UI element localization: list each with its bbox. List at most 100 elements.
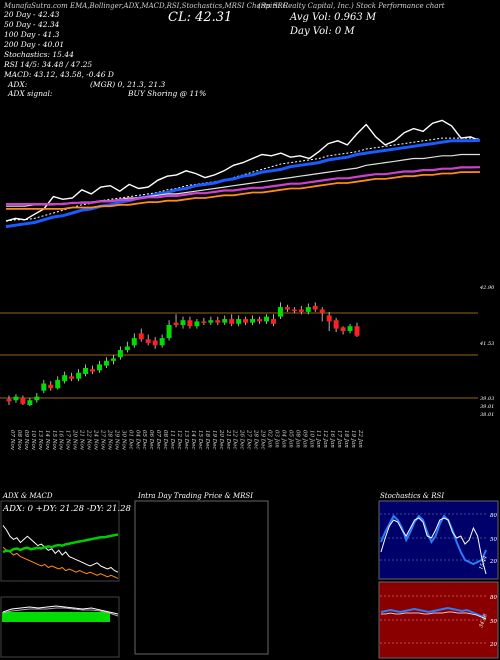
- date-tick-0: 07 Nov: [9, 430, 15, 451]
- candle-body-30: [215, 320, 221, 323]
- date-tick-16: 30 Nov: [120, 430, 126, 451]
- date-tick-43: 10 Jan: [308, 430, 314, 448]
- ema-line-20-day: [5, 137, 481, 222]
- date-tick-33: 26 Dec: [239, 429, 245, 450]
- date-tick-48: 18 Jan: [343, 430, 349, 448]
- candle-body-1: [13, 396, 19, 401]
- date-tick-15: 29 Nov: [113, 429, 119, 451]
- macd-line: [2, 605, 119, 615]
- level-label-3: 39.01: [480, 404, 494, 410]
- candle-body-2: [20, 397, 26, 404]
- date-tick-13: 27 Nov: [99, 429, 105, 451]
- date-tick-42: 09 Jan: [301, 430, 307, 448]
- date-tick-18: 04 Dec: [134, 430, 140, 450]
- candle-body-24: [173, 322, 179, 326]
- candle-body-48: [340, 327, 346, 331]
- date-tick-32: 22 Dec: [232, 429, 238, 450]
- stoch-value-label: 15.44: [478, 555, 489, 571]
- mrsi-panel: [378, 581, 499, 659]
- date-tick-27: 15 Dec: [197, 430, 203, 450]
- mrsi-tick-2: 20: [489, 642, 497, 648]
- ema50-label: 50 Day - 42.34: [4, 20, 60, 29]
- rsi-value-label: 34.48: [478, 613, 489, 629]
- candle-body-29: [208, 320, 214, 323]
- date-tick-10: 21 Nov: [79, 429, 85, 451]
- date-tick-11: 22 Nov: [86, 429, 92, 451]
- level-label-1: 41.53: [479, 341, 494, 347]
- adx-macd-title: ADX & MACD: [3, 492, 53, 500]
- ema100-label: 100 Day - 41.3: [4, 30, 60, 39]
- adx-line: [2, 533, 119, 554]
- candle-body-21: [152, 340, 158, 346]
- date-tick-36: 29 Dec: [260, 429, 266, 450]
- macd-lines: [2, 605, 119, 622]
- candle-body-46: [326, 315, 332, 322]
- date-tick-2: 09 Nov: [23, 430, 29, 451]
- candle-body-44: [312, 305, 318, 310]
- intraday-title: Intra Day Trading Price & MRSI: [138, 492, 253, 500]
- macd-panel-frame: [0, 596, 120, 658]
- left-title: MunafaSutra.com EMA,Bollinger,ADX,MACD,R…: [4, 2, 289, 10]
- date-tick-31: 21 Dec: [225, 429, 231, 450]
- candle-body-32: [229, 319, 235, 324]
- stoch-tick-0: 80: [490, 513, 497, 519]
- candle-body-42: [298, 309, 304, 312]
- candle-body-43: [305, 307, 311, 312]
- adx-lines: [2, 525, 119, 579]
- ema200-label: 200 Day - 40.01: [4, 40, 65, 49]
- candle-body-12: [90, 369, 96, 372]
- date-tick-29: 19 Dec: [211, 430, 217, 450]
- candle-body-45: [319, 309, 325, 314]
- mrsi-line: [380, 606, 487, 619]
- candle-body-8: [62, 375, 68, 382]
- candle-body-41: [291, 309, 297, 311]
- stoch-k-line: [380, 517, 487, 575]
- adx-di-plus: [2, 525, 119, 573]
- date-tick-20: 06 Dec: [148, 430, 154, 450]
- candle-layer: [6, 302, 360, 407]
- date-tick-19: 05 Dec: [141, 430, 147, 450]
- mrsi-grid: 80 50 20: [380, 595, 497, 648]
- close-label: CL: 42.31: [168, 10, 233, 25]
- candle-body-50: [354, 326, 360, 336]
- mrsi-lines: 34.48: [380, 606, 489, 629]
- date-tick-40: 05 Jan: [287, 430, 293, 448]
- bottom-panels: ADX: 0 +DY: 21.28 -DY: 21.28 80 50 20 15.4…: [0, 500, 499, 659]
- intraday-panel-frame: [134, 500, 269, 655]
- right-title: (Spirit Realty Capital, Inc.) Stock Perf…: [258, 2, 445, 10]
- candle-body-3: [27, 400, 33, 405]
- date-tick-49: 19 Jan: [350, 430, 356, 448]
- date-tick-47: 17 Jan: [336, 430, 342, 448]
- candle-body-18: [131, 338, 137, 346]
- candle-body-14: [103, 360, 109, 366]
- ema-line-price: [5, 119, 481, 222]
- date-tick-28: 18 Dec: [204, 430, 210, 450]
- mrsi-signal-line: [381, 611, 487, 620]
- candle-body-47: [333, 320, 339, 329]
- adx-vals: (MGR) 0, 21.3, 21.3: [90, 80, 166, 89]
- date-tick-30: 20 Dec: [218, 429, 224, 450]
- candle-body-33: [236, 319, 242, 324]
- date-tick-26: 14 Dec: [190, 430, 196, 450]
- candle-body-7: [55, 379, 61, 389]
- bollinger-line: [6, 166, 481, 206]
- candle-body-26: [187, 320, 193, 327]
- stoch-tick-1: 50: [490, 537, 497, 543]
- date-tick-14: 28 Nov: [106, 429, 112, 451]
- mrsi-tick-0: 80: [490, 595, 497, 601]
- date-tick-35: 28 Dec: [253, 429, 259, 450]
- candle-body-36: [257, 319, 263, 322]
- stoch-stat: Stochastics: 15.44: [4, 50, 74, 59]
- candle-body-31: [222, 319, 228, 323]
- candle-body-27: [194, 321, 200, 327]
- date-tick-25: 13 Dec: [183, 430, 189, 450]
- avg-vol-label: Avg Vol: 0.963 M: [290, 12, 377, 23]
- macd-histogram: [2, 612, 110, 622]
- stoch-d-line: [380, 514, 487, 566]
- buy-signal: BUY Shoring @ 11%: [128, 89, 207, 98]
- date-tick-21: 07 Dec: [155, 430, 161, 450]
- adx-signal-label: ADX signal:: [8, 89, 53, 98]
- candle-body-25: [180, 320, 186, 326]
- candle-body-11: [83, 367, 89, 374]
